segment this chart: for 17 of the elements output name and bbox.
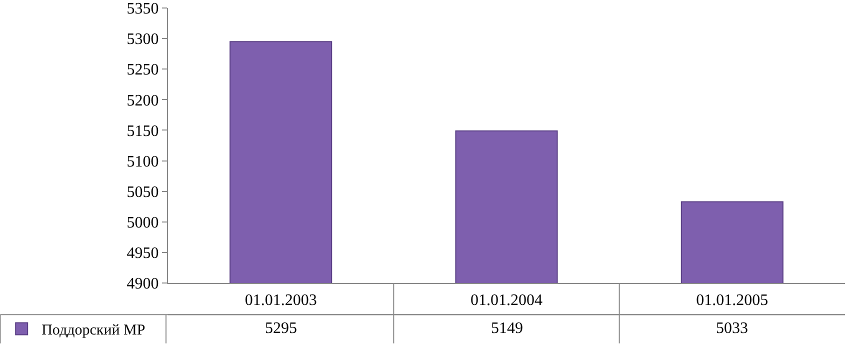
y-tick-label: 5000: [126, 214, 159, 232]
y-tick-label: 4900: [126, 276, 159, 293]
y-tick-label: 5200: [126, 92, 159, 110]
data-label: 5295: [265, 320, 297, 337]
data-label: 5149: [491, 320, 523, 337]
legend-label: Поддорский МР: [42, 322, 146, 339]
data-label: 5033: [716, 320, 748, 337]
y-tick-label: 5100: [126, 153, 159, 170]
x-tick-label: 01.01.2004: [470, 292, 542, 310]
y-tick-label: 5250: [126, 62, 159, 79]
y-tick-label: 5350: [126, 0, 159, 18]
x-tick-label: 01.01.2005: [696, 292, 768, 310]
x-tick-label: 01.01.2003: [244, 292, 317, 310]
y-tick-label: 5150: [126, 122, 159, 140]
y-tick-label: 4950: [126, 245, 159, 262]
y-tick-label: 5300: [126, 31, 159, 48]
y-tick-label: 5050: [126, 184, 159, 201]
